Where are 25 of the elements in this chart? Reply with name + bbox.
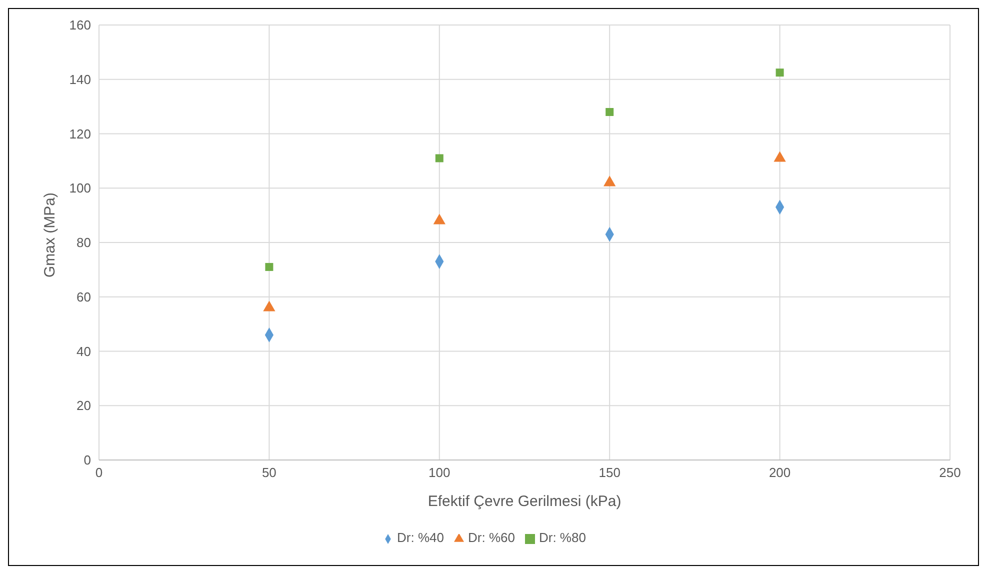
point (265, 262, 274, 271)
x-tick-label: 0 (95, 465, 103, 480)
x-tick-label: 250 (939, 465, 961, 480)
y-tick-label: 160 (69, 18, 91, 33)
point (776, 68, 784, 77)
y-tick-label: 40 (76, 344, 91, 359)
y-axis-title: Gmax (MPa) (41, 192, 58, 278)
legend-label: Dr: %60 (468, 530, 515, 545)
x-tick-label: 100 (428, 465, 450, 480)
y-tick-label: 140 (69, 72, 91, 87)
point (435, 154, 444, 162)
x-tick-label: 150 (598, 465, 620, 480)
y-tick-label: 60 (76, 289, 91, 304)
y-tick-label: 120 (69, 126, 91, 142)
y-tick-label: 20 (76, 398, 91, 414)
x-tick-label: 50 (262, 465, 276, 480)
legend-label: Dr: %40 (397, 530, 444, 545)
point (263, 300, 276, 312)
y-tick-label: 80 (76, 235, 91, 250)
x-axis-title: Efektif Çevre Gerilmesi (kPa) (428, 493, 622, 510)
y-tick-label: 0 (84, 452, 91, 468)
x-tick-label: 200 (768, 465, 791, 480)
legend-label: Dr: %80 (538, 530, 586, 545)
point (606, 108, 614, 116)
y-tick-label: 100 (69, 180, 91, 196)
